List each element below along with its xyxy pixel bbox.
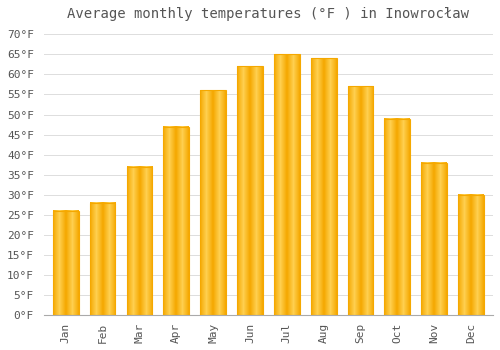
Bar [200, 91, 226, 315]
Bar [421, 163, 447, 315]
Bar [164, 127, 189, 315]
Bar [53, 211, 78, 315]
Bar [274, 54, 299, 315]
Bar [348, 86, 374, 315]
Bar [458, 195, 484, 315]
Bar [237, 66, 263, 315]
Title: Average monthly temperatures (°F ) in Inowrocław: Average monthly temperatures (°F ) in In… [68, 7, 469, 21]
Bar [384, 119, 410, 315]
Bar [90, 203, 116, 315]
Bar [126, 167, 152, 315]
Bar [310, 58, 336, 315]
